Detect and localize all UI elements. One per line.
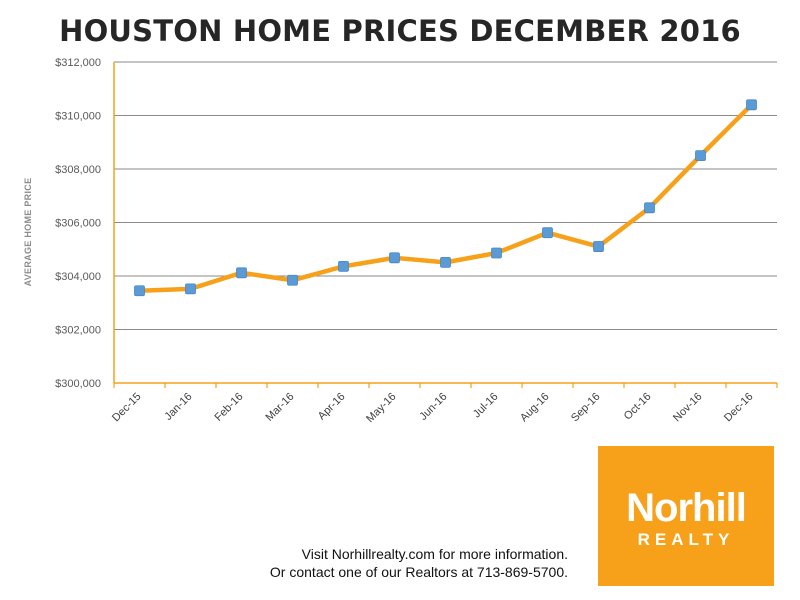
x-tick-label: Oct-16 [622, 391, 654, 423]
x-tick-label: Jan-16 [162, 391, 194, 423]
data-point [491, 247, 502, 259]
data-point [185, 283, 196, 295]
x-tick-label: Feb-16 [212, 391, 245, 424]
logo-wordmark: Norhill [626, 486, 747, 530]
data-point [236, 267, 247, 279]
data-point [593, 241, 604, 252]
logo-subtitle: REALTY [637, 530, 735, 549]
y-tick-label: $308,000 [55, 164, 101, 176]
y-tick-label: $300,000 [55, 378, 101, 390]
x-tick-label: Mar-16 [263, 391, 296, 424]
x-tick-label: Jun-16 [417, 391, 449, 423]
x-tick-label: Dec-15 [110, 391, 144, 425]
data-point [287, 274, 298, 286]
data-point [338, 260, 349, 272]
y-tick-label: $302,000 [55, 325, 101, 337]
y-tick-label: $304,000 [55, 271, 101, 283]
data-point [644, 202, 655, 214]
x-tick-label: Apr-16 [316, 391, 348, 423]
x-tick-label: May-16 [364, 391, 398, 425]
y-tick-label: $312,000 [55, 57, 101, 69]
chart-title: HOUSTON HOME PRICES DECEMBER 2016 [59, 14, 741, 48]
data-point [389, 252, 400, 264]
x-tick-label: Jul-16 [471, 391, 501, 421]
footer-line-1: Visit Norhillrealty.com for more informa… [301, 546, 568, 562]
y-axis-label: AVERAGE HOME PRICE [23, 177, 33, 287]
x-tick-label: Dec-16 [722, 391, 756, 425]
footer-text: Visit Norhillrealty.com for more informa… [200, 545, 568, 581]
data-point [440, 256, 451, 268]
footer-line-2: Or contact one of our Realtors at 713-86… [269, 564, 568, 580]
data-point [746, 99, 757, 111]
data-point [695, 150, 706, 162]
norhill-realty-logo: Norhill REALTY [598, 446, 774, 586]
x-tick-label: Aug-16 [518, 391, 552, 425]
y-tick-label: $306,000 [55, 218, 101, 230]
y-tick-label: $310,000 [55, 111, 101, 123]
x-tick-label: Sep-16 [569, 391, 603, 425]
data-point [134, 285, 145, 297]
x-tick-label: Nov-16 [671, 391, 705, 425]
data-point [542, 227, 553, 239]
